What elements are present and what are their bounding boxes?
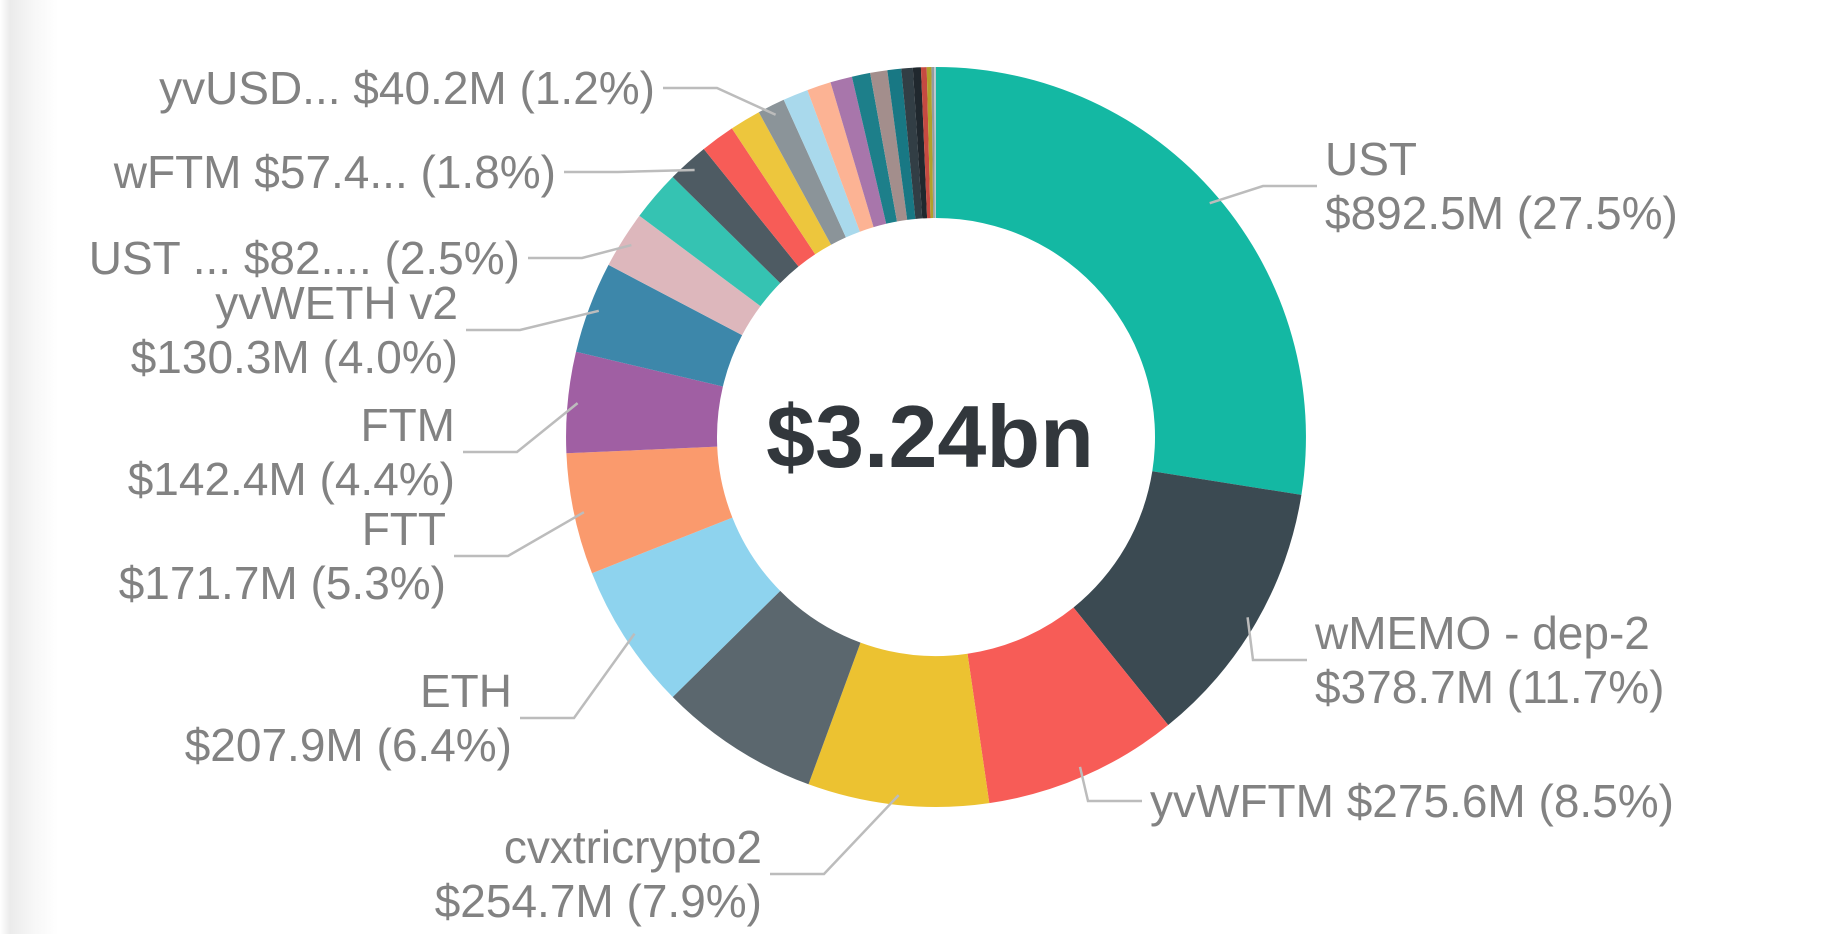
leader-line-yvwftm — [1078, 766, 1142, 803]
pie-slice-unlabeled-12[interactable] — [703, 128, 816, 267]
pie-slice-yvweth-v2[interactable] — [576, 264, 743, 387]
pie-slice-unlabeled-18[interactable] — [851, 72, 897, 224]
slice-label-ftm-line1: FTM — [360, 399, 455, 451]
leader-line-yvweth-v2 — [466, 309, 600, 332]
slice-label-ust-line2: $892.5M (27.5%) — [1325, 187, 1678, 239]
slice-label-ftt-line2: $171.7M (5.3%) — [119, 557, 446, 609]
slice-label-eth-line2: $207.9M (6.4%) — [185, 719, 512, 771]
pie-slice-unlabeled-23[interactable] — [920, 67, 931, 219]
pie-slice-unlabeled-20[interactable] — [887, 68, 916, 220]
leader-line-yvusd — [663, 86, 777, 116]
pie-slice-unlabeled-22[interactable] — [912, 67, 928, 219]
slice-label-eth-line1: ETH — [420, 665, 512, 717]
pie-slice-yvusd[interactable] — [758, 99, 846, 245]
slice-label-ust-line1: UST ... $82.... (2.5%) — [89, 232, 520, 284]
pie-slice-unlabeled-15[interactable] — [783, 90, 860, 238]
pie-slice-unlabeled-25[interactable] — [931, 66, 935, 218]
pie-slice-wmemo-dep-2[interactable] — [1073, 471, 1302, 725]
pie-slice-ust[interactable] — [936, 67, 1306, 495]
slice-label-cvxtricrypto2-line1: cvxtricrypto2 — [504, 821, 762, 873]
pie-slice-unlabeled-10[interactable] — [639, 177, 781, 307]
pie-slice-unlabeled-4[interactable] — [672, 590, 861, 785]
pie-slice-yvwftm[interactable] — [967, 607, 1169, 804]
slice-labels: UST$892.5M (27.5%) wMEMO - dep-2$378.7M (… — [89, 62, 1678, 927]
pie-slice-unlabeled-24[interactable] — [926, 67, 934, 219]
slice-label-yvusd-line1: yvUSD... $40.2M (1.2%) — [159, 62, 655, 114]
slice-label-wmemo-dep-2-line1: wMEMO - dep-2 — [1314, 607, 1650, 659]
leader-line-wmemo-dep-2 — [1246, 617, 1307, 662]
pie-slice-ftm[interactable] — [566, 351, 723, 454]
pie-slice-cvxtricrypto2[interactable] — [808, 642, 990, 807]
pie-slice-unlabeled-21[interactable] — [901, 67, 923, 219]
slice-label-ftm-line2: $142.4M (4.4%) — [128, 453, 455, 505]
leader-line-ftt — [454, 511, 585, 558]
slice-label-yvwftm-line1: yvWFTM $275.6M (8.5%) — [1150, 775, 1674, 827]
slice-label-ftt-line1: FTT — [362, 503, 446, 555]
pie-slice-unlabeled-26[interactable] — [934, 66, 936, 218]
slice-label-wmemo-dep-2-line2: $378.7M (11.7%) — [1315, 661, 1664, 713]
slice-label-yvweth-v2-line1: yvWETH v2 — [215, 277, 458, 329]
donut-center-total: $3.24bn — [766, 387, 1094, 486]
label-leader-lines — [454, 86, 1317, 876]
panel-edge-shadow — [0, 0, 60, 934]
slice-label-wftm-line1: wFTM $57.4... (1.8%) — [113, 146, 556, 198]
pie-slice-eth[interactable] — [592, 517, 781, 697]
leader-line-cvxtricrypto2 — [770, 794, 900, 876]
slice-label-yvweth-v2-line2: $130.3M (4.0%) — [131, 331, 458, 383]
leader-line-wftm — [564, 168, 695, 174]
slice-label-cvxtricrypto2-line2: $254.7M (7.9%) — [435, 875, 762, 927]
pie-slice-wftm[interactable] — [672, 149, 799, 284]
leader-line-eth — [520, 632, 636, 720]
leader-line-ust — [1209, 184, 1317, 205]
pie-slice-unlabeled-13[interactable] — [731, 112, 832, 255]
pie-slice-ftt[interactable] — [566, 446, 733, 574]
slice-label-ust-line1: UST — [1325, 133, 1417, 185]
pie-slice-unlabeled-19[interactable] — [870, 70, 908, 222]
leader-line-ftm — [463, 402, 579, 454]
donut-slices — [566, 66, 1306, 807]
pie-slice-unlabeled-16[interactable] — [807, 82, 874, 232]
leader-line-ust — [528, 243, 632, 260]
pie-slice-ust[interactable] — [608, 215, 761, 336]
pie-slice-unlabeled-17[interactable] — [830, 76, 887, 228]
